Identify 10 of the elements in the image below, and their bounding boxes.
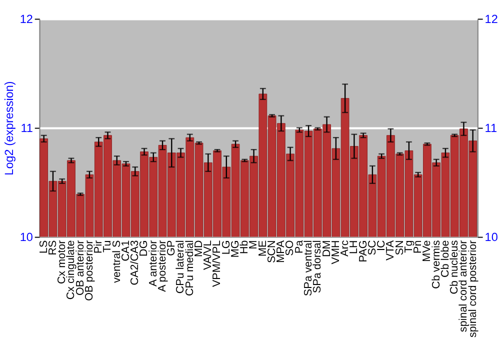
x-tick-label: Cb lobe: [439, 240, 452, 278]
y2-tick-label: 12: [484, 13, 498, 26]
y2-tick-label: 10: [484, 231, 498, 244]
y-axis-title: Log2 (expression): [2, 81, 16, 176]
y-tick-label: 11: [20, 122, 33, 136]
y-tick-label: 10: [20, 231, 34, 244]
y-tick-label: 12: [20, 13, 33, 26]
x-tick-label: CPu medial: [184, 240, 196, 296]
x-tick-label: MVe: [421, 240, 434, 262]
y2-tick-label: 11: [484, 122, 497, 136]
